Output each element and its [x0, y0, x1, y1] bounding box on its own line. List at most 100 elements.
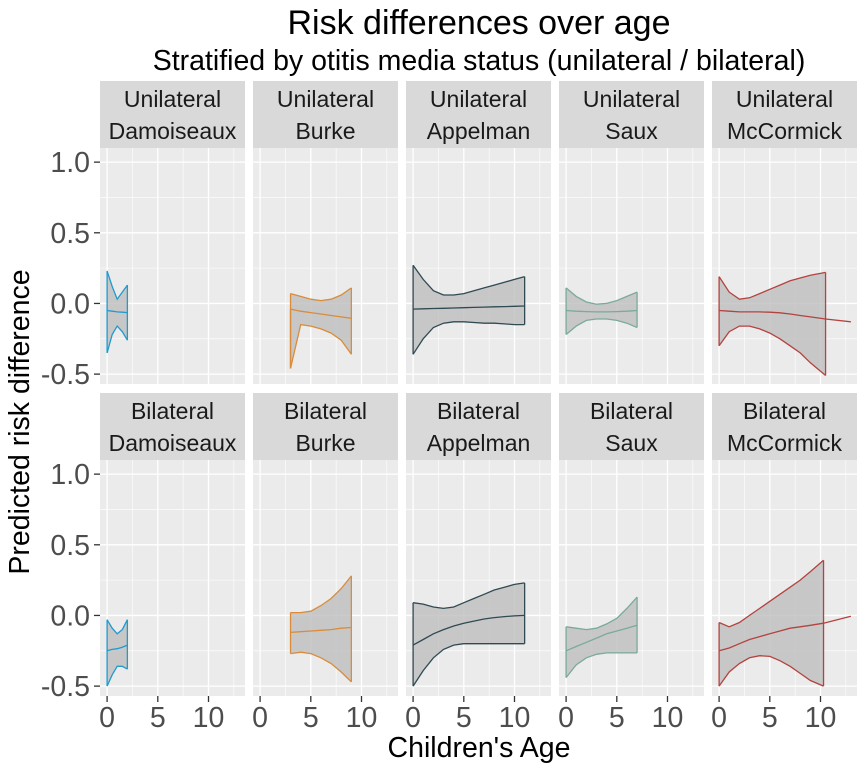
strip-background: [712, 81, 857, 148]
series-unilateral-saux: [565, 287, 638, 335]
chart-title: Risk differences over age: [287, 4, 670, 42]
prediction-line: [290, 308, 352, 319]
strip-background: [253, 393, 398, 460]
x-tick-label: 10: [652, 702, 684, 734]
strip-label-status: Unilateral: [583, 86, 680, 112]
lower-bound-line: [412, 321, 525, 355]
panel-background: [100, 148, 245, 384]
upper-bound-line: [413, 582, 525, 610]
x-tick-label: 10: [346, 702, 378, 734]
prediction-line: [566, 309, 638, 313]
y-axis: -0.5 0.0 0.5 1.0 -0.5 0.0 0.5 1.0: [41, 147, 100, 703]
series-bilateral-appelman: [412, 582, 526, 687]
panel-unilateral-saux: Unilateral Saux: [559, 81, 704, 384]
lower-bound-line: [289, 323, 352, 369]
x-tick-label: 5: [762, 702, 778, 734]
strip-background: [100, 393, 245, 460]
strip-label-status: Bilateral: [131, 398, 214, 424]
strip-background: [406, 393, 551, 460]
x-tick-label: 5: [303, 702, 319, 734]
x-tick-label: 0: [252, 702, 268, 734]
strip-label-study: Saux: [605, 430, 658, 456]
panel-unilateral-damoiseaux: Unilateral Damoiseaux: [100, 81, 245, 384]
x-tick-label: 5: [150, 702, 166, 734]
y-tick-label: 0.5: [50, 530, 90, 562]
series-bilateral-burke: [289, 575, 353, 683]
y-tick-label: -0.5: [41, 671, 90, 703]
confidence-ribbon: [290, 575, 352, 682]
strip-label-study: Damoiseaux: [109, 430, 237, 456]
upper-bound-line: [290, 287, 352, 302]
prediction-line: [719, 309, 826, 320]
upper-bound-line: [290, 575, 352, 614]
panel-background: [406, 148, 551, 384]
lower-bound-line: [106, 665, 128, 687]
strip-background: [559, 393, 704, 460]
prediction-line: [107, 309, 128, 314]
strip-background: [559, 81, 704, 148]
strip-label-study: McCormick: [727, 118, 842, 144]
x-tick-label: 0: [558, 702, 574, 734]
lower-bound-line: [718, 325, 827, 376]
strip-label-status: Unilateral: [430, 86, 527, 112]
lower-bound-line: [412, 643, 525, 687]
strip-label-study: McCormick: [727, 430, 842, 456]
y-tick-label: 0.0: [50, 600, 90, 632]
x-tick-label: 5: [609, 702, 625, 734]
facet-panels: UnilateralDamoiseauxUnilateralBurkeUnila…: [100, 81, 857, 696]
y-tick-label: -0.5: [41, 359, 90, 391]
upper-bound-line: [718, 271, 826, 300]
confidence-ribbon: [413, 265, 525, 355]
chart-subtitle: Stratified by otitis media status (unila…: [153, 45, 806, 77]
y-tick-label: 0.5: [50, 218, 90, 250]
x-tick-label: 0: [405, 702, 421, 734]
strip-background: [253, 81, 398, 148]
strip-label-study: Appelman: [427, 430, 531, 456]
strip-label-status: Unilateral: [277, 86, 374, 112]
x-axis: 0 5 10 0 5 10 0 5 10 0 5 10 0 5 10: [99, 696, 836, 734]
strip-background: [100, 81, 245, 148]
series-unilateral-appelman: [412, 264, 526, 355]
upper-bound-line: [565, 287, 638, 305]
lower-bound-line: [290, 651, 352, 683]
x-axis-title: Children's Age: [388, 732, 571, 764]
strip-label-status: Bilateral: [437, 398, 520, 424]
strip-label-study: Damoiseaux: [109, 118, 237, 144]
strip-label-status: Bilateral: [743, 398, 826, 424]
strip-label-status: Unilateral: [736, 86, 833, 112]
x-tick-label: 10: [805, 702, 837, 734]
prediction-line: [412, 614, 525, 646]
strip-label-status: Bilateral: [590, 398, 673, 424]
panel-bilateral-burke: Bilateral Burke: [253, 393, 398, 696]
prediction-extension-line: [823, 615, 852, 624]
strip-label-study: Appelman: [427, 118, 531, 144]
confidence-ribbon: [290, 287, 352, 369]
x-tick-label: 10: [499, 702, 531, 734]
x-tick-label: 10: [193, 702, 225, 734]
y-tick-label: 0.0: [50, 288, 90, 320]
upper-bound-line: [718, 559, 824, 628]
prediction-line: [290, 626, 352, 634]
series-bilateral-mccormick: [718, 559, 852, 687]
prediction-line: [106, 644, 128, 652]
strip-label-status: Unilateral: [124, 86, 221, 112]
series-bilateral-damoiseaux: [106, 619, 129, 687]
lower-bound-line: [106, 325, 128, 354]
series-unilateral-damoiseaux: [106, 270, 129, 354]
upper-bound-line: [106, 270, 128, 301]
x-tick-label: 5: [456, 702, 472, 734]
upper-bound-line: [106, 619, 128, 635]
confidence-ribbon: [719, 272, 826, 376]
strip-label-status: Bilateral: [284, 398, 367, 424]
panel-unilateral-appelman: Unilateral Appelman: [406, 81, 551, 384]
x-tick-label: 0: [99, 702, 115, 734]
upper-bound-line: [566, 596, 638, 631]
panel-unilateral-mccormick: Unilateral McCormick: [712, 81, 857, 384]
x-tick-label: 0: [711, 702, 727, 734]
lower-bound-line: [565, 318, 638, 335]
confidence-ribbon: [719, 560, 824, 687]
strip-background: [406, 81, 551, 148]
y-tick-label: 1.0: [50, 459, 90, 491]
y-axis-title: Predicted risk difference: [4, 269, 36, 574]
lower-bound-line: [718, 655, 824, 687]
